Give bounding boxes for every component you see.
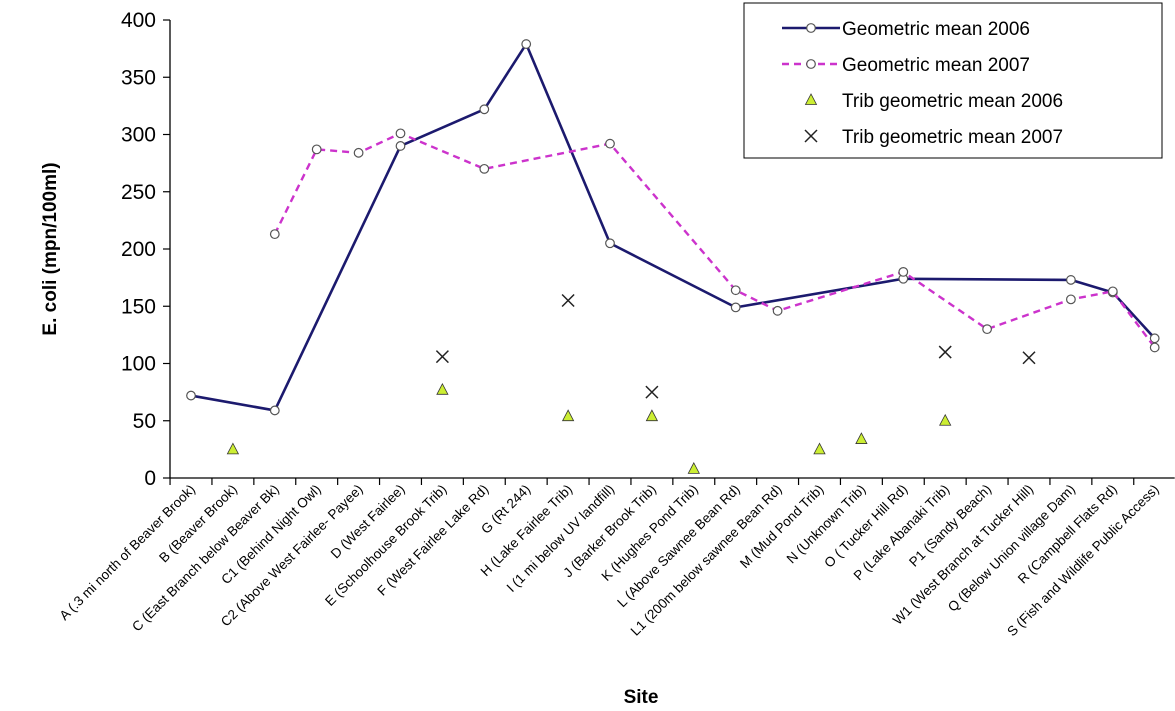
series-2 [269, 128, 1160, 353]
y-tick-label: 0 [144, 467, 156, 490]
data-point [730, 302, 741, 313]
y-tick-label: 250 [121, 181, 156, 204]
data-point [939, 413, 952, 426]
x-tick-label: N (Unknown Trib) [784, 482, 869, 567]
data-point [186, 390, 196, 401]
data-point [395, 128, 406, 139]
data-point [1022, 351, 1036, 365]
x-axis-ticks: A (.3 mi north of Beaver Brook)B (Beaver… [56, 478, 1162, 640]
legend-item: Trib geometric mean 2007 [804, 127, 1063, 148]
data-point [269, 229, 280, 240]
data-point [269, 405, 280, 416]
legend-marker [804, 129, 818, 143]
x-tick-label: B (Beaver Brook) [156, 482, 240, 566]
data-point [855, 432, 868, 444]
legend-item: Trib geometric mean 2006 [804, 91, 1063, 112]
data-point [1107, 286, 1118, 297]
series-line [273, 132, 1156, 349]
legend-label: Geometric mean 2006 [842, 19, 1030, 40]
legend-label: Trib geometric mean 2007 [842, 127, 1063, 148]
data-point [479, 163, 490, 174]
data-point [898, 267, 909, 277]
data-point [645, 409, 659, 422]
y-tick-label: 300 [121, 124, 156, 147]
y-axis-title: E. coli (mpn/100ml) [40, 162, 61, 335]
data-point [730, 285, 741, 296]
series-1 [186, 39, 1160, 416]
data-point [395, 141, 406, 151]
y-tick-label: 400 [121, 9, 156, 32]
x-tick-label: D (West Fairlee) [328, 482, 408, 562]
data-point [605, 238, 615, 249]
data-point [982, 324, 992, 335]
data-point [1149, 342, 1160, 353]
legend-marker [806, 59, 816, 69]
data-point [1065, 275, 1076, 285]
data-point [521, 39, 532, 49]
data-point [1149, 333, 1160, 344]
plot-series [186, 39, 1160, 474]
data-point [436, 382, 449, 395]
legend: Geometric mean 2006 Geometric mean 2007 Tr… [743, 2, 1163, 159]
data-point [687, 461, 700, 474]
legend-marker [804, 93, 818, 105]
data-point [226, 442, 240, 455]
data-point [435, 350, 449, 364]
data-point [938, 345, 952, 359]
data-point [561, 409, 575, 422]
legend-item: Geometric mean 2007 [782, 55, 1030, 76]
x-tick-label: L1 (200m below sawnee Bean Rd) [628, 482, 785, 639]
y-axis-ticks: 0 50 100 150 200 250 300 350 400 [121, 9, 170, 490]
legend-item: Geometric mean 2006 [782, 19, 1030, 40]
y-tick-label: 200 [121, 238, 156, 261]
data-point [479, 104, 490, 115]
data-point [1065, 294, 1076, 305]
series-3 [226, 382, 952, 474]
data-point [645, 385, 659, 399]
data-point [772, 305, 783, 316]
x-axis-title: Site [624, 687, 659, 708]
data-point [311, 144, 322, 155]
data-point [605, 138, 615, 149]
y-tick-label: 350 [121, 66, 156, 89]
data-point [813, 442, 826, 455]
legend-label: Geometric mean 2007 [842, 55, 1030, 76]
series-4 [435, 293, 1036, 399]
legend-label: Trib geometric mean 2006 [842, 91, 1063, 112]
y-tick-label: 50 [133, 410, 156, 433]
data-point [561, 293, 575, 308]
legend-marker [806, 23, 816, 33]
y-tick-label: 150 [121, 295, 156, 318]
x-tick-label: S (Fish and Wildlife Public Access) [1004, 482, 1162, 640]
y-tick-label: 100 [121, 353, 156, 376]
data-point [353, 147, 364, 158]
